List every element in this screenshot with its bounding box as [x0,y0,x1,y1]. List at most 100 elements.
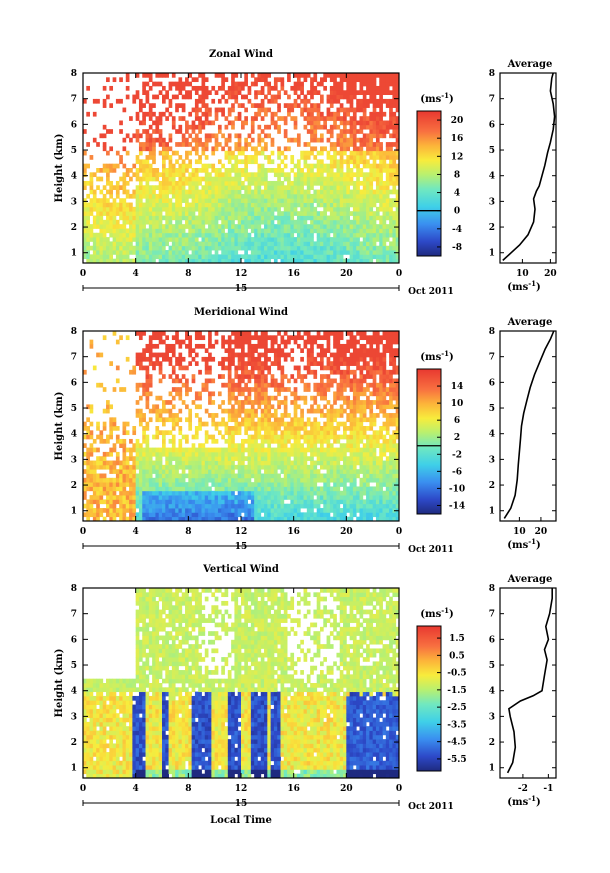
heatmap-cell [214,499,219,505]
heatmap-cell [231,361,235,366]
heatmap-cell [148,512,153,518]
heatmap-cell [247,421,252,427]
heatmap-cell [241,150,245,156]
heatmap-cell [224,176,229,182]
heatmap-cell [119,232,123,238]
heatmap-cell [178,116,183,121]
heatmap-cell [122,254,127,260]
heatmap-cell [392,245,397,251]
heatmap-cell [185,451,189,457]
heatmap-cell [241,180,245,186]
heatmap-cell [336,150,341,156]
heatmap-cell [356,146,360,152]
heatmap-cell [155,343,160,349]
heatmap-cell [290,443,295,448]
heatmap-cell [369,129,374,134]
heatmap-cell [326,163,331,169]
heatmap-cell [119,473,123,479]
heatmap-cell [293,482,298,487]
heatmap-cell [395,77,400,83]
heatmap-cell [237,228,242,234]
heatmap-cell [155,395,160,401]
heatmap-cell [162,146,166,152]
heatmap-cell [257,443,262,448]
heatmap-cell [283,258,288,264]
heatmap-cell [224,460,229,466]
heatmap-cell [260,129,265,134]
heatmap-cell [293,228,298,234]
heatmap-cell [385,168,390,173]
heatmap-cell [356,120,360,126]
heatmap-cell [237,382,242,388]
heatmap-cell [296,198,301,203]
heatmap-cell [119,503,123,509]
heatmap-cell [102,124,107,130]
heatmap-cell [277,456,281,461]
heatmap-cell [382,241,387,247]
heatmap-cell [185,94,189,100]
heatmap-cell [138,107,143,113]
heatmap-cell [244,163,248,169]
heatmap-cell [148,168,153,173]
heatmap-cell [310,137,314,143]
heatmap-cell [366,206,370,212]
heatmap-cell [379,111,383,117]
heatmap-cell [204,107,209,113]
heatmap-cell [277,107,281,113]
heatmap-cell [83,211,87,216]
heatmap-cell [336,111,341,117]
heatmap-cell [125,77,130,83]
heatmap-cell [178,443,183,448]
heatmap-cell [375,206,380,212]
heatmap-cell [138,395,143,401]
heatmap-cell [198,176,202,182]
heatmap-cell [138,335,143,341]
heatmap-cell [86,241,90,247]
heatmap-cell [362,215,367,221]
heatmap-cell [217,503,222,509]
heatmap-cell [392,111,397,117]
heatmap-cell [395,103,400,108]
heatmap-cell [316,150,321,156]
heatmap-cell [221,241,225,247]
heatmap-cell [250,124,255,130]
heatmap-cell [155,241,160,247]
heatmap-cell [165,343,169,349]
heatmap-cell [385,172,390,178]
heatmap-cell [158,408,163,414]
heatmap-cell [283,120,288,126]
heatmap-cell [204,482,209,487]
heatmap-cell [198,512,202,518]
heatmap-cell [188,361,193,366]
heatmap-cell [96,185,100,190]
heatmap-cell [148,508,153,513]
heatmap-cell [296,464,301,470]
heatmap-cell [119,224,123,229]
heatmap-cell [145,185,150,190]
heatmap-cell [204,168,209,173]
heatmap-cell [214,421,219,427]
heatmap-cell [257,211,262,216]
heatmap-cell [201,495,206,500]
heatmap-cell [178,81,183,87]
heatmap-cell [106,434,110,440]
heatmap-cell [277,163,281,169]
heatmap-cell [138,180,143,186]
heatmap-cell [237,335,242,341]
heatmap-cell [264,417,268,423]
heatmap-cell [369,206,374,212]
heatmap-cell [296,224,301,229]
heatmap-cell [198,369,202,375]
heatmap-cell [273,228,278,234]
heatmap-cell [198,331,202,336]
heatmap-cell [185,237,189,242]
heatmap-cell [366,189,370,195]
heatmap-cell [155,477,160,483]
heatmap-cell [175,245,179,251]
heatmap-cell [102,202,107,208]
heatmap-cell [178,503,183,509]
heatmap-cell [254,477,258,483]
heatmap-cell [385,124,390,130]
heatmap-cell [201,460,206,466]
heatmap-cell [244,94,248,100]
